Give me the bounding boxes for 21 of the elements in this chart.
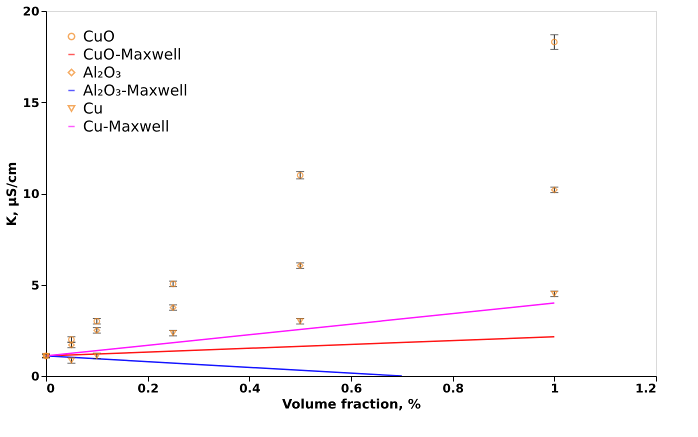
legend-label: Cu-Maxwell <box>83 118 170 136</box>
x-axis-title: Volume fraction, % <box>282 398 421 412</box>
x-tick-label: 0.4 <box>239 382 260 396</box>
y-tick-label: 0 <box>31 370 40 384</box>
legend-label: CuO-Maxwell <box>83 46 182 64</box>
x-tick-label: 0.2 <box>138 382 159 396</box>
x-tick-label: 1.2 <box>635 382 656 396</box>
x-tick-label: 0.6 <box>340 382 362 396</box>
x-tick-label: 0 <box>46 382 55 396</box>
legend-label: CuO <box>83 28 115 46</box>
y-tick-label: 20 <box>22 4 40 18</box>
x-tick-label: 1 <box>550 382 560 396</box>
legend-label: Al₂O₃-Maxwell <box>83 82 188 100</box>
y-axis-title: K, μS/cm <box>4 162 20 226</box>
legend-label: Cu <box>83 100 103 118</box>
y-tick-label: 5 <box>31 278 40 292</box>
point <box>550 38 558 46</box>
x-tick-label: 0.8 <box>442 382 464 396</box>
legend-label: Al₂O₃ <box>83 64 122 82</box>
y-tick-label: 15 <box>22 96 40 110</box>
y-tick-label: 10 <box>22 187 40 201</box>
